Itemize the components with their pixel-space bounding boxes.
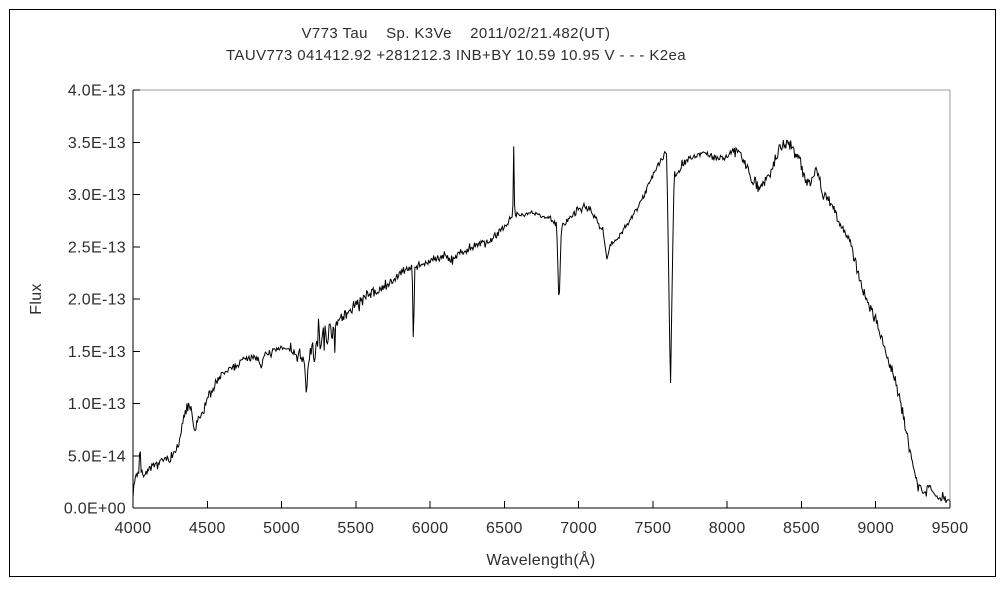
x-axis-ticks: 4000 4500 5000 5500 6000 6500 7000 7500 8000 8500… — [115, 501, 969, 537]
x-tick-label: 6500 — [486, 520, 523, 537]
y-axis-ticks: 0.0E+00 5.0E-14 1.0E-13 1.5E-13 2.0E-13 2.5E-… — [64, 83, 140, 518]
spectrum-line — [132, 139, 951, 503]
x-tick-label: 8000 — [709, 520, 746, 537]
y-tick-label: 3.5E-13 — [68, 135, 126, 152]
x-tick-label: 9500 — [932, 520, 969, 537]
y-tick-label: 1.5E-13 — [68, 344, 126, 361]
x-tick-label: 9000 — [857, 520, 894, 537]
x-tick-label: 5500 — [337, 520, 374, 537]
plot-subtitle: TAUV773 041412.92 +281212.3 INB+BY 10.59… — [225, 47, 687, 64]
window-border — [9, 9, 996, 577]
y-tick-label: 3.0E-13 — [68, 187, 126, 204]
plot-title: V773 Tau Sp. K3Ve 2011/02/21.482(UT) — [301, 25, 611, 42]
x-axis-title: Wavelength(Å) — [486, 550, 595, 569]
x-tick-label: 4000 — [115, 520, 152, 537]
y-tick-label: 0.0E+00 — [64, 501, 126, 518]
x-tick-label: 8500 — [783, 520, 820, 537]
y-tick-label: 1.0E-13 — [68, 396, 126, 413]
y-tick-label: 4.0E-13 — [68, 83, 126, 100]
y-axis-title: Flux — [28, 283, 45, 314]
x-tick-label: 6000 — [412, 520, 449, 537]
y-tick-label: 5.0E-14 — [68, 448, 126, 465]
x-tick-label: 7000 — [560, 520, 597, 537]
x-tick-label: 4500 — [189, 520, 226, 537]
y-tick-label: 2.5E-13 — [68, 239, 126, 256]
y-tick-label: 2.0E-13 — [68, 292, 126, 309]
x-tick-label: 7500 — [635, 520, 672, 537]
x-tick-label: 5000 — [263, 520, 300, 537]
